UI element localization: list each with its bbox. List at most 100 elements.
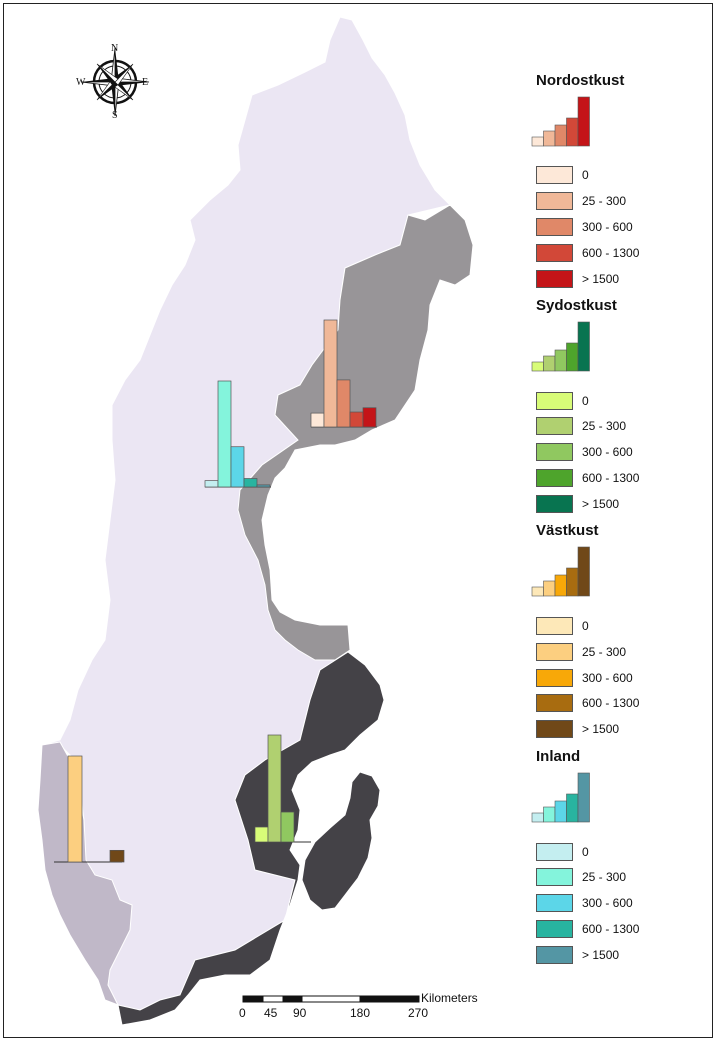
legend-swatch xyxy=(536,669,573,687)
scale-segment xyxy=(262,995,284,1003)
legend-symbol-nordostkust xyxy=(531,96,590,147)
legend-item: 600 - 1300 xyxy=(536,693,639,713)
legend-item: 600 - 1300 xyxy=(536,243,639,263)
island-gotland xyxy=(301,771,381,911)
legend-swatch xyxy=(536,694,573,712)
legend-item: 600 - 1300 xyxy=(536,468,639,488)
region-sydostkust xyxy=(117,651,385,1026)
legend-swatch xyxy=(536,192,573,210)
legend-item: 0 xyxy=(536,165,589,185)
legend-item: 0 xyxy=(536,616,589,636)
legend-symbol-bar xyxy=(531,361,544,372)
legend-symbol-bar xyxy=(531,136,544,147)
legend-item: > 1500 xyxy=(536,269,619,289)
legend-title-sydostkust: Sydostkust xyxy=(536,297,617,314)
legend-item: 300 - 600 xyxy=(536,893,633,913)
compass-point xyxy=(115,48,119,82)
legend-label: 300 - 600 xyxy=(582,896,633,910)
region-nordostkust xyxy=(237,204,474,661)
legend-label: > 1500 xyxy=(582,948,620,962)
legend-item: 25 - 300 xyxy=(536,416,626,436)
legend-title-vastkust: Västkust xyxy=(536,522,599,539)
map-bar-nordostkust xyxy=(310,412,325,428)
legend-label: > 1500 xyxy=(582,722,620,736)
legend-label: 600 - 1300 xyxy=(582,471,640,485)
legend-symbol-bar xyxy=(531,586,544,597)
legend-item: 0 xyxy=(536,391,589,411)
legend-swatch xyxy=(536,946,573,964)
legend-swatch xyxy=(536,443,573,461)
map-bar-sydostkust xyxy=(267,734,282,843)
legend-label: > 1500 xyxy=(582,272,620,286)
legend-item: 25 - 300 xyxy=(536,642,626,662)
legend-swatch xyxy=(536,920,573,938)
compass-north-label: N xyxy=(111,43,119,54)
scale-tick-label: 270 xyxy=(408,1006,429,1020)
legend-swatch xyxy=(536,166,573,184)
legend-swatch xyxy=(536,843,573,861)
legend-symbol-bar xyxy=(554,349,567,372)
legend-label: > 1500 xyxy=(582,497,620,511)
compass-point xyxy=(97,64,115,85)
legend-item: 25 - 300 xyxy=(536,191,626,211)
map-bar-västkust xyxy=(67,755,83,863)
scale-tick-label: 180 xyxy=(350,1006,371,1020)
legend-symbol-sydostkust xyxy=(531,321,590,372)
legend-label: 25 - 300 xyxy=(582,645,627,659)
map-bar-sydostkust xyxy=(280,811,295,843)
legend-swatch xyxy=(536,868,573,886)
map-bar-inland xyxy=(204,480,219,488)
legend-symbol-bar xyxy=(554,124,567,147)
legend-swatch xyxy=(536,617,573,635)
compass-point xyxy=(96,63,119,83)
legend-symbol-bar xyxy=(577,546,590,597)
legend-item: > 1500 xyxy=(536,719,619,739)
legend-symbol-inland xyxy=(531,772,590,823)
legend-symbol-bar xyxy=(543,580,556,597)
compass-rose-icon xyxy=(80,47,150,117)
legend-swatch xyxy=(536,495,573,513)
legend-label: 600 - 1300 xyxy=(582,696,640,710)
compass-point xyxy=(115,79,133,100)
scale-tick-label: 0 xyxy=(239,1006,246,1020)
legend-label: 25 - 300 xyxy=(582,194,627,208)
legend-title-inland: Inland xyxy=(536,748,581,765)
scale-bar xyxy=(242,995,420,1003)
compass-point xyxy=(112,64,133,82)
scale-tick-label: 45 xyxy=(264,1006,278,1020)
compass-point xyxy=(97,82,118,100)
legend-label: 600 - 1300 xyxy=(582,922,640,936)
legend-symbol-bar xyxy=(543,130,556,147)
legend-item: 300 - 600 xyxy=(536,217,633,237)
legend-item: > 1500 xyxy=(536,945,619,965)
legend-swatch xyxy=(536,392,573,410)
map-bar-nordostkust xyxy=(362,407,377,428)
map-bar-sydostkust xyxy=(254,826,269,843)
legend-item: 300 - 600 xyxy=(536,668,633,688)
legend-symbol-bar xyxy=(566,117,579,147)
legend-item: 25 - 300 xyxy=(536,867,626,887)
legend-label: 300 - 600 xyxy=(582,671,633,685)
legend-label: 0 xyxy=(582,168,589,182)
legend-swatch xyxy=(536,218,573,236)
map-bar-nordostkust xyxy=(349,411,364,428)
legend-symbol-bar xyxy=(566,342,579,372)
legend-swatch xyxy=(536,270,573,288)
legend-item: > 1500 xyxy=(536,494,619,514)
legend-label: 0 xyxy=(582,619,589,633)
scale-segment xyxy=(282,995,303,1003)
map-bar-inland xyxy=(256,484,271,488)
legend-symbol-vastkust xyxy=(531,546,590,597)
legend-item: 300 - 600 xyxy=(536,442,633,462)
legend-label: 0 xyxy=(582,845,589,859)
compass-east-label: E xyxy=(142,77,149,88)
map-bar-inland xyxy=(243,478,258,488)
legend-symbol-bar xyxy=(566,567,579,597)
map-bar-nordostkust xyxy=(336,379,351,428)
compass-west-label: W xyxy=(76,77,86,88)
scale-tick-label: 90 xyxy=(293,1006,307,1020)
compass-south-label: S xyxy=(112,110,118,121)
legend-item: 600 - 1300 xyxy=(536,919,639,939)
legend-symbol-bar xyxy=(531,812,544,823)
legend-swatch xyxy=(536,720,573,738)
